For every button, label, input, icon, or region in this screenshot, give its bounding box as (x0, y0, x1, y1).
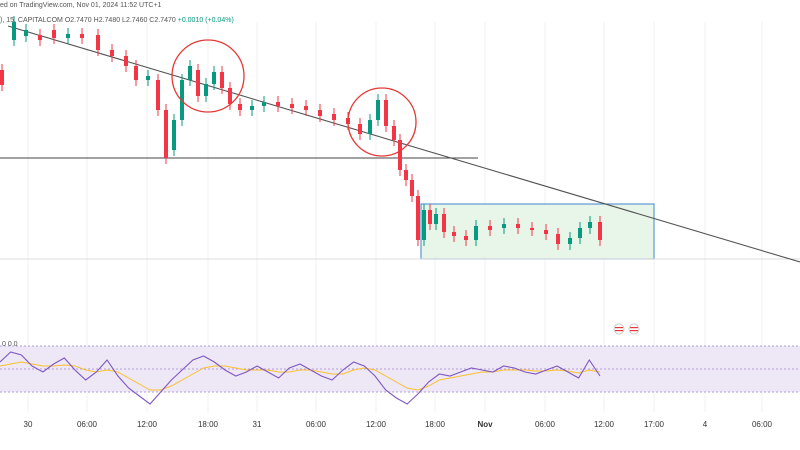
candle-body (228, 88, 232, 104)
candle-body (110, 50, 114, 56)
us-flag-stripe (630, 330, 638, 332)
candle-body (262, 102, 266, 106)
candle-body (212, 72, 216, 84)
candle-body (588, 222, 592, 228)
price-change: +0.0010 (+0.04%) (177, 17, 234, 24)
x-axis-ticks: 30 06:00 12:00 18:00 31 06:00 12:00 18:00 Nov 06:… (24, 420, 773, 429)
us-flag-stripe (615, 327, 623, 329)
candle-body (428, 210, 432, 224)
candle-body (24, 30, 28, 36)
x-tick-label: 18:00 (198, 420, 219, 429)
candle-body (384, 100, 388, 126)
candle-body (578, 228, 582, 238)
rsi-line (0, 351, 601, 405)
candle-body (358, 124, 362, 134)
rsi-ma-line (0, 361, 601, 391)
candle-body (12, 22, 16, 40)
consolidation-range-box (420, 203, 655, 260)
candle-body (146, 76, 150, 80)
highlight-circles (171, 39, 417, 157)
candle-body (368, 120, 372, 134)
candle-body (156, 80, 160, 110)
candle-body (422, 210, 426, 240)
ohlc-values: O2.7470 H2.7480 L2.7460 C2.7470 (64, 17, 176, 24)
x-tick-label: 12:00 (366, 420, 387, 429)
candle-body (502, 224, 506, 228)
candle-body (220, 72, 224, 88)
x-tick-label: 18:00 (425, 420, 446, 429)
candle-body (398, 140, 402, 170)
candle-body (238, 104, 242, 110)
x-tick-label: 06:00 (752, 420, 773, 429)
candle-body (598, 222, 602, 240)
x-tick-label: 06:00 (77, 420, 98, 429)
candle-body (290, 104, 294, 108)
candle-body (80, 34, 84, 38)
candle-body (404, 170, 408, 180)
candle-body (568, 238, 572, 244)
x-tick-label: 06:00 (535, 420, 556, 429)
event-flags (613, 323, 640, 335)
candle-body (416, 196, 420, 240)
candle-body (196, 70, 200, 96)
candle-body (434, 214, 438, 224)
candle-body (250, 106, 254, 110)
x-tick-label: 30 (24, 420, 33, 429)
chart-attribution: ed on TradingView.com, Nov 01, 2024 11:5… (0, 2, 162, 9)
x-tick-label: 06:00 (306, 420, 327, 429)
candle-body (474, 226, 478, 240)
candle-body (318, 110, 322, 116)
symbol-ohlc-line: ), 15, CAPITALCOM O2.7470 H2.7480 L2.746… (0, 17, 234, 24)
candle-body (488, 226, 492, 230)
candle-body (0, 70, 4, 85)
candle-body (452, 232, 456, 236)
x-tick-label: 12:00 (137, 420, 158, 429)
rsi-label: 0 0 0 (2, 341, 18, 348)
candle-body (52, 30, 56, 38)
descending-trendline[interactable] (7, 25, 800, 263)
candle-body (392, 126, 396, 140)
candle-body (188, 66, 192, 80)
candle-body (544, 230, 548, 234)
candle-body (530, 228, 534, 230)
candle-body (204, 84, 208, 96)
candle-body (464, 236, 468, 240)
candle-body (38, 35, 42, 40)
highlight-circle (171, 39, 245, 113)
candle-body (124, 56, 128, 66)
candle-body (556, 234, 560, 244)
candle-body (172, 120, 176, 150)
highlight-circle (347, 87, 417, 157)
us-flag-stripe (615, 330, 623, 332)
candle-body (276, 102, 280, 106)
x-tick-label: 17:00 (644, 420, 665, 429)
x-tick-label: 4 (703, 420, 708, 429)
candle-body (332, 114, 336, 120)
candle-body (376, 100, 380, 120)
candle-body (516, 224, 520, 228)
candle-body (134, 66, 138, 80)
symbol-label: ), 15, CAPITALCOM (0, 17, 63, 24)
candle-body (410, 180, 414, 196)
x-tick-label: 31 (253, 420, 262, 429)
candle-body (164, 110, 168, 158)
candle-body (66, 34, 70, 38)
us-flag-stripe (630, 327, 638, 329)
candle-body (442, 214, 446, 232)
x-tick-label: Nov (477, 420, 493, 429)
x-tick-label: 12:00 (594, 420, 615, 429)
us-flag-icon[interactable] (628, 323, 640, 335)
us-flag-icon[interactable] (613, 323, 625, 335)
candle-body (304, 106, 308, 110)
candle-body (96, 35, 100, 50)
